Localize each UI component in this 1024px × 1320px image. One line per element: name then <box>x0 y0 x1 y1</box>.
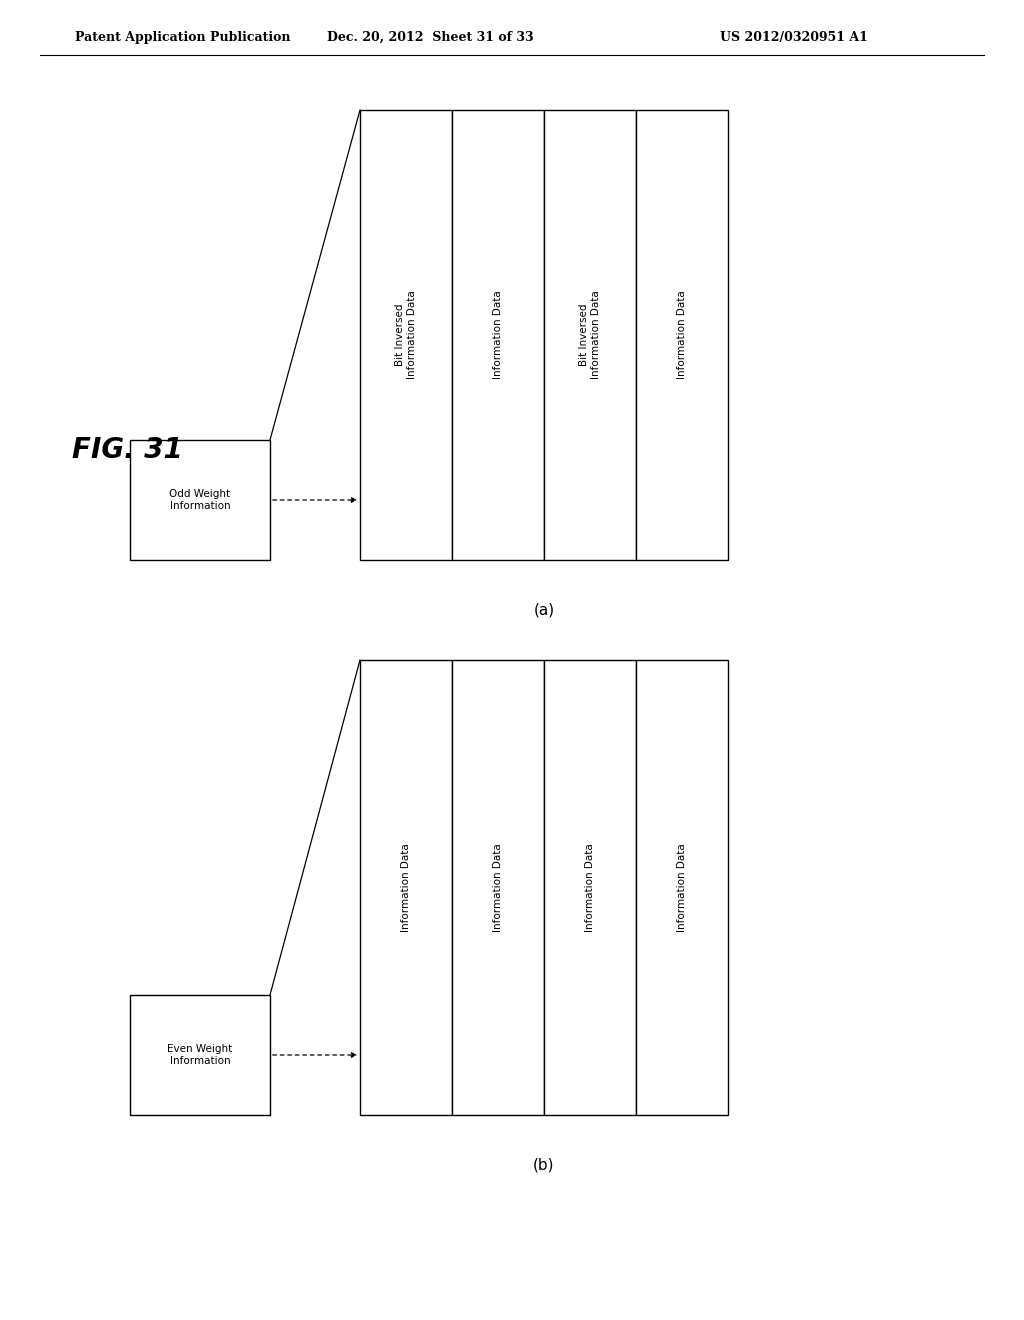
Text: US 2012/0320951 A1: US 2012/0320951 A1 <box>720 30 868 44</box>
Bar <box>130 995 270 1115</box>
Text: Information Data: Information Data <box>677 290 687 379</box>
Bar <box>130 440 270 560</box>
Text: Information Data: Information Data <box>401 843 411 932</box>
Bar <box>636 110 728 560</box>
Text: Bit Inversed
Information Data: Bit Inversed Information Data <box>395 290 417 379</box>
Text: Information Data: Information Data <box>677 843 687 932</box>
Text: Even Weight
Information: Even Weight Information <box>167 1044 232 1065</box>
Text: (a): (a) <box>534 602 555 618</box>
Text: Information Data: Information Data <box>493 843 503 932</box>
Bar <box>452 110 544 560</box>
Bar <box>360 660 452 1115</box>
Bar <box>544 110 636 560</box>
Bar <box>544 660 636 1115</box>
Text: Dec. 20, 2012  Sheet 31 of 33: Dec. 20, 2012 Sheet 31 of 33 <box>327 30 534 44</box>
Text: Bit Inversed
Information Data: Bit Inversed Information Data <box>580 290 601 379</box>
Bar <box>452 660 544 1115</box>
Text: FIG. 31: FIG. 31 <box>72 436 182 465</box>
Bar <box>636 660 728 1115</box>
Bar <box>360 110 452 560</box>
Text: Patent Application Publication: Patent Application Publication <box>75 30 291 44</box>
Text: (b): (b) <box>534 1158 555 1172</box>
Text: Odd Weight
Information: Odd Weight Information <box>169 490 230 511</box>
Text: Information Data: Information Data <box>585 843 595 932</box>
Text: Information Data: Information Data <box>493 290 503 379</box>
